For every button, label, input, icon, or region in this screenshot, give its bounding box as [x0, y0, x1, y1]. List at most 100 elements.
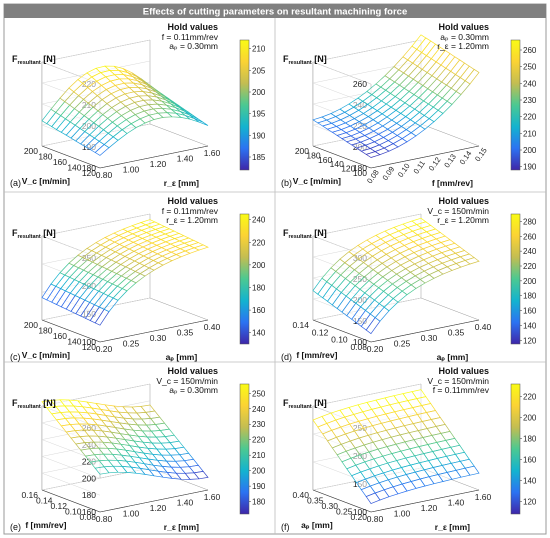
title-banner — [4, 4, 546, 18]
z-axis-label: Fresultant [N] — [12, 54, 56, 66]
hold-value: f = 0.11mm/rev — [162, 206, 219, 216]
colorbar-tick-label: 210 — [523, 129, 537, 138]
colorbar-tick-label: 180 — [523, 435, 537, 444]
y-axis-label: aₚ [mm] — [301, 520, 333, 530]
surface-cell — [193, 118, 209, 126]
colorbar-tick-label: 190 — [252, 131, 266, 140]
colorbar-tick-label: 180 — [252, 498, 266, 507]
x-tick-label: 0.20 — [367, 344, 384, 354]
y-tick-label: 0.30 — [321, 501, 338, 511]
z-gridline — [312, 60, 422, 106]
surface-cell — [464, 257, 480, 265]
colorbar-tick-label: 220 — [523, 393, 537, 402]
y-axis — [41, 319, 101, 343]
x-tick-label: 0.30 — [421, 333, 438, 343]
x-tick-label: 0.15 — [473, 146, 489, 163]
hold-value: aₚ = 0.30mm — [440, 32, 489, 42]
z-tick-label: 100 — [353, 337, 367, 347]
y-tick-label: 120 — [82, 168, 96, 178]
z-tick-label: 200 — [82, 473, 96, 483]
y-tick-label: 120 — [341, 164, 355, 174]
x-axis — [99, 145, 209, 169]
colorbar — [239, 213, 250, 345]
colorbar — [510, 383, 521, 515]
x-tick-label: 0.40 — [475, 322, 492, 332]
x-axis — [370, 145, 480, 169]
x-tick-label: 0.13 — [442, 152, 458, 169]
colorbar-tick-label: 240 — [523, 79, 537, 88]
x-axis-label: aₚ [mm] — [166, 352, 198, 362]
colorbar-tick-label: 210 — [252, 451, 266, 460]
x-tick-label: 1.00 — [123, 509, 140, 519]
y-axis — [41, 145, 101, 169]
y-axis-label: f [mm/rev] — [296, 350, 337, 360]
z-gridline — [41, 39, 151, 85]
x-tick-label: 0.08 — [365, 168, 381, 185]
y-tick-label: 0.14 — [36, 496, 53, 506]
x-axis — [99, 489, 209, 513]
figure-title: Effects of cutting parameters on resulta… — [143, 7, 407, 18]
colorbar-tick-label: 220 — [523, 262, 537, 271]
hold-value: r_ε = 1.20mm — [437, 215, 489, 225]
colorbar-tick-label: 180 — [523, 292, 537, 301]
x-axis-label: r_ε [mm] — [164, 178, 199, 188]
x-tick-label: 1.60 — [204, 492, 221, 502]
x-tick-label: 1.20 — [421, 503, 438, 513]
y-tick-label: 0.10 — [65, 507, 82, 517]
colorbar-tick-label: 200 — [252, 261, 266, 270]
panel-label: (b) — [281, 178, 292, 188]
y-axis-label: V_c [m/min] — [22, 176, 70, 186]
surface-cell — [464, 465, 480, 476]
hold-value: V_c = 150m/min — [156, 376, 218, 386]
colorbar-tick-label: 140 — [252, 329, 266, 338]
y-axis — [41, 489, 101, 513]
y-tick-label: 200 — [295, 146, 309, 156]
y-tick-label: 0.10 — [331, 335, 348, 345]
hold-value: f = 0.11mm/rev — [162, 32, 219, 42]
hold-values-title: Hold values — [167, 22, 218, 32]
y-axis — [312, 145, 372, 169]
y-tick-label: 0.08 — [350, 342, 367, 352]
colorbar-tick-label: 200 — [252, 467, 266, 476]
x-tick-label: 0.80 — [96, 514, 113, 524]
colorbar-tick-label: 260 — [523, 232, 537, 241]
y-tick-label: 160 — [53, 331, 67, 341]
z-tick-label: 220 — [82, 457, 96, 467]
colorbar-tick-label: 160 — [523, 307, 537, 316]
colorbar-tick-label: 205 — [252, 66, 266, 75]
x-tick-label: 1.40 — [177, 154, 194, 164]
y-tick-label: 140 — [330, 159, 344, 169]
y-tick-label: 100 — [353, 168, 367, 178]
colorbar-tick-label: 200 — [523, 414, 537, 423]
x-tick-label: 0.09 — [381, 165, 397, 182]
y-tick-label: 140 — [67, 337, 81, 347]
x-tick-label: 1.00 — [394, 509, 411, 519]
x-tick-label: 0.30 — [150, 333, 167, 343]
x-tick-label: 0.35 — [448, 328, 465, 338]
z-gridline — [41, 213, 151, 259]
x-tick-label: 1.40 — [448, 498, 465, 508]
surface-panel: 1601802002202402600.801.001.201.401.600.… — [10, 366, 266, 532]
hold-value: f = 0.11mm/rev — [433, 385, 490, 395]
x-axis — [370, 319, 480, 343]
colorbar-tick-label: 200 — [252, 88, 266, 97]
y-tick-label: 0.16 — [21, 490, 38, 500]
y-tick-label: 180 — [38, 152, 52, 162]
colorbar-tick-label: 140 — [523, 476, 537, 485]
x-tick-label: 0.12 — [427, 155, 443, 172]
panel-label: (d) — [281, 352, 292, 362]
colorbar-tick-label: 120 — [523, 336, 537, 345]
z-gridline — [312, 39, 422, 85]
x-axis — [370, 489, 480, 513]
colorbar-tick-label: 220 — [252, 238, 266, 247]
hold-values-title: Hold values — [167, 366, 218, 376]
colorbar — [239, 39, 250, 171]
x-tick-label: 1.40 — [177, 498, 194, 508]
colorbar-tick-label: 240 — [252, 216, 266, 225]
y-tick-label: 200 — [24, 146, 38, 156]
colorbar-tick-label: 190 — [252, 482, 266, 491]
hold-values-title: Hold values — [167, 196, 218, 206]
y-axis — [312, 319, 372, 343]
y-tick-label: 180 — [38, 326, 52, 336]
